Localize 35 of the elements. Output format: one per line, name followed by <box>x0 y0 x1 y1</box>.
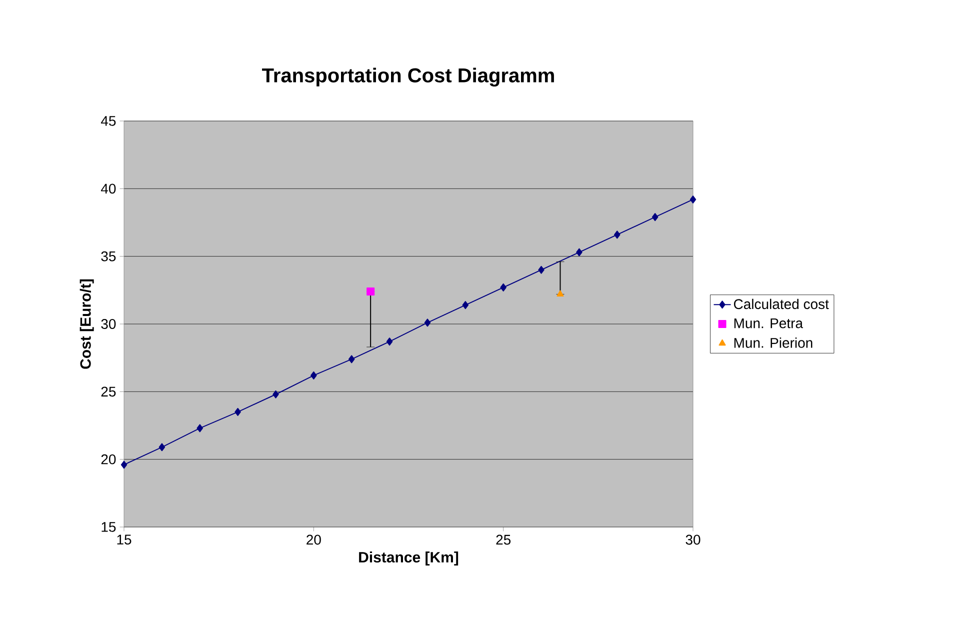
y-tick-label: 30 <box>101 319 116 329</box>
y-tick-label: 15 <box>102 522 116 532</box>
point <box>272 390 279 398</box>
point <box>158 443 166 452</box>
point <box>234 408 241 416</box>
point <box>614 230 620 239</box>
legend-label: Mun. Petra <box>734 318 804 328</box>
x-tick-label: 15 <box>117 534 132 545</box>
legend-label: Calculated cost <box>734 298 829 310</box>
y-tick-label: 45 <box>100 116 116 126</box>
point <box>576 248 582 256</box>
point <box>366 288 375 296</box>
x-axis-title: Distance [Km] <box>359 552 458 566</box>
point <box>462 301 469 310</box>
y-tick-label: 20 <box>101 454 116 464</box>
point <box>196 424 203 432</box>
point <box>310 371 317 380</box>
point <box>348 355 355 364</box>
y-tick-label: 40 <box>100 184 116 194</box>
point <box>386 338 393 346</box>
x-tick-label: 25 <box>496 534 511 545</box>
y-tick-label: 35 <box>101 251 116 262</box>
y-axis-title: Cost [Euro/t] <box>80 279 94 369</box>
y-tick-label: 25 <box>101 386 116 397</box>
legend-label: Mun. Pierion <box>734 338 812 348</box>
point <box>500 283 506 292</box>
point <box>424 318 431 327</box>
point <box>556 290 564 296</box>
x-tick-label: 30 <box>686 534 700 545</box>
chart-title: Transportation Cost Diagramm <box>262 68 554 86</box>
point <box>690 195 696 204</box>
x-tick-label: 20 <box>306 534 321 545</box>
point <box>652 213 658 222</box>
point <box>538 266 544 274</box>
point <box>120 460 128 469</box>
